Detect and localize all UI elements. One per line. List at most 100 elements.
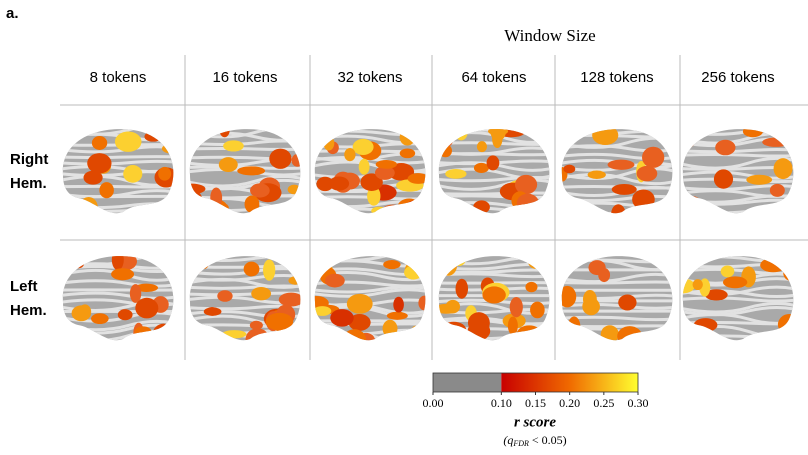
activation-blob: [245, 328, 270, 341]
activation-blob: [314, 306, 332, 316]
colorbar-null: [433, 373, 502, 392]
activation-blob: [473, 200, 490, 214]
activation-blob: [203, 199, 228, 214]
brain: [682, 256, 794, 341]
activation-blob: [314, 262, 321, 272]
activation-blob: [476, 141, 487, 153]
activation-blob: [87, 153, 112, 174]
activation-blob: [773, 158, 793, 180]
gyrus: [62, 159, 174, 166]
activation-blob: [777, 314, 794, 335]
activation-blob: [598, 267, 611, 283]
activation-blob: [190, 256, 202, 270]
brain-detail: [314, 129, 426, 214]
activation-blob: [342, 329, 367, 341]
gyrus: [561, 315, 673, 322]
activation-blob: [642, 146, 665, 168]
activation-blob: [348, 314, 371, 331]
activation-blob: [269, 148, 292, 169]
activation-blob: [611, 204, 626, 214]
gyrus: [682, 296, 794, 303]
colorbar-gradient: [501, 373, 638, 392]
activation-blob: [123, 165, 143, 183]
activation-blob: [567, 316, 581, 338]
activation-blob: [249, 320, 263, 330]
activation-blob: [713, 169, 734, 189]
column-header: 16 tokens: [212, 69, 277, 86]
gyrus: [62, 279, 174, 288]
activation-blob: [516, 193, 539, 213]
activation-blob: [111, 256, 124, 271]
activation-blob: [135, 297, 159, 319]
activation-blob: [352, 138, 374, 156]
activation-blob: [693, 318, 718, 332]
activation-blob: [507, 316, 518, 335]
activation-blob: [288, 276, 301, 285]
activation-blob: [375, 160, 397, 169]
gyrus: [438, 175, 550, 183]
activation-blob: [783, 265, 794, 282]
gyrus: [682, 262, 794, 269]
activation-blob: [134, 326, 152, 338]
activation-blob: [138, 332, 158, 341]
activation-blob: [617, 326, 643, 341]
gyrus: [189, 174, 301, 188]
activation-blob: [129, 284, 142, 303]
activation-blob: [144, 131, 162, 142]
activation-blob: [219, 129, 230, 138]
activation-blob: [682, 132, 696, 150]
activation-blob: [278, 292, 301, 307]
brain: [314, 256, 426, 341]
activation-blob: [455, 278, 469, 299]
activation-blob: [442, 130, 454, 147]
brain: [438, 129, 550, 214]
brain: [189, 256, 301, 341]
gyrus: [438, 281, 550, 285]
activation-blob: [397, 198, 421, 214]
activation-blob: [441, 321, 467, 339]
activation-blob: [592, 129, 619, 146]
gyrus: [62, 155, 174, 159]
brain-surface: [62, 256, 174, 341]
column-header: 256 tokens: [701, 69, 774, 86]
brain: [62, 129, 174, 214]
activation-blob: [99, 182, 114, 199]
activation-blob: [509, 296, 523, 318]
activation-blob: [582, 290, 597, 309]
activation-blob: [399, 129, 416, 146]
activation-blob: [117, 309, 133, 321]
gyrus: [314, 256, 426, 262]
activation-blob: [482, 286, 506, 304]
activation-blob: [222, 330, 247, 339]
row-label: Hem.: [10, 302, 47, 319]
gyrus: [189, 147, 301, 151]
activation-blob: [114, 131, 142, 152]
activation-blob: [486, 155, 500, 171]
gyrus: [561, 173, 673, 186]
activation-blob: [684, 196, 702, 214]
brain: [62, 256, 174, 341]
gyrus: [561, 133, 673, 139]
activation-blob: [367, 186, 381, 206]
activation-blob: [323, 135, 335, 151]
activation-blob: [653, 207, 673, 214]
gyrus: [682, 184, 794, 191]
gyrus: [314, 285, 426, 294]
activation-blob: [632, 189, 655, 210]
activation-blob: [409, 327, 426, 341]
activation-blob: [692, 279, 703, 291]
gyrus: [438, 335, 550, 341]
activation-blob: [528, 256, 543, 269]
activation-blob: [704, 289, 728, 301]
activation-blob: [218, 203, 229, 214]
row-label: Left: [10, 278, 38, 295]
panel-label: a.: [6, 5, 19, 22]
activation-blob: [516, 325, 542, 341]
brain: [189, 129, 301, 214]
activation-blob: [291, 154, 301, 167]
gyrus: [438, 191, 550, 196]
activation-blob: [152, 323, 174, 341]
activation-blob: [636, 165, 658, 182]
activation-blob: [445, 168, 467, 179]
